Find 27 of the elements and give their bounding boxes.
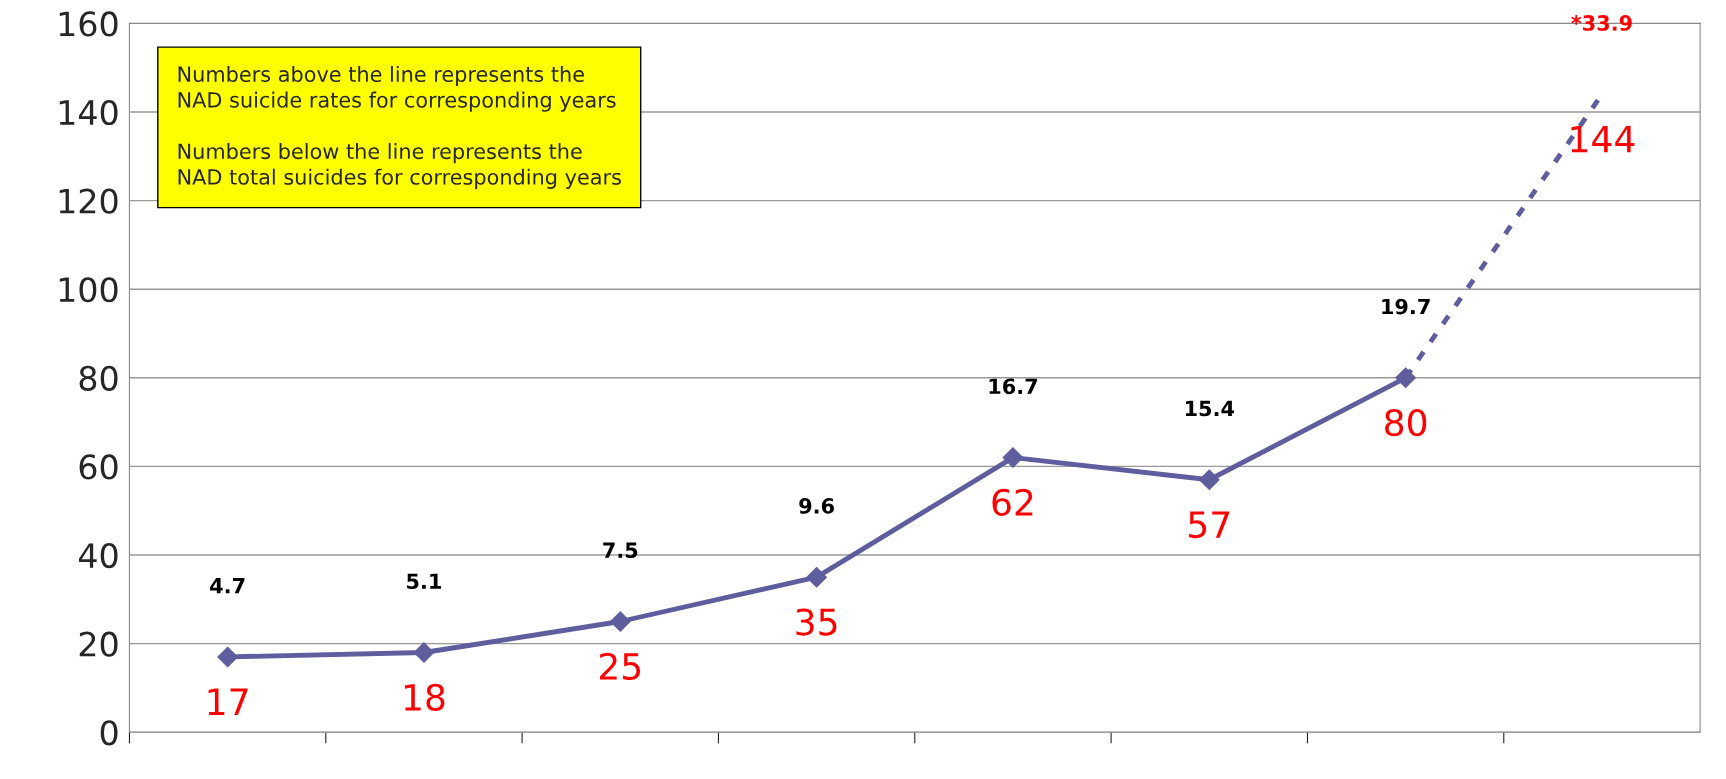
y-tick-label: 120 xyxy=(59,188,118,214)
y-tick-label: 80 xyxy=(79,365,118,391)
annotation: 16.7 xyxy=(989,378,1037,395)
annotation: Numbers below the line represents the NAD total suicides for corresponding years xyxy=(178,143,621,189)
annotation: 9.6 xyxy=(799,498,834,514)
y-tick-label: 140 xyxy=(59,99,118,126)
data-label: 18 xyxy=(404,683,445,712)
annotation: 5.1 xyxy=(407,573,441,590)
annotation: 4.7 xyxy=(210,578,245,594)
annotation: 15.4 xyxy=(1185,400,1235,417)
data-label: 25 xyxy=(599,652,641,680)
y-tick-label: 20 xyxy=(79,631,118,657)
y-tick-label: 60 xyxy=(79,454,118,480)
y-tick-label: 100 xyxy=(59,277,118,303)
y-tick-label: 40 xyxy=(78,542,118,569)
data-label: 80 xyxy=(1385,409,1427,437)
annotation: *33.9 xyxy=(1571,15,1632,31)
data-label: 17 xyxy=(208,688,248,715)
y-tick-label: 0 xyxy=(100,720,118,746)
y-tick-label: 160 xyxy=(59,11,118,37)
data-label: 144 xyxy=(1571,125,1635,153)
data-label: 57 xyxy=(1189,511,1230,539)
data-label: 62 xyxy=(992,488,1033,517)
annotation: 7.5 xyxy=(603,542,638,559)
annotation: Numbers above the line represents the NAD suicide rates for corresponding years xyxy=(178,65,616,112)
annotation: 19.7 xyxy=(1382,298,1430,315)
data-label: 35 xyxy=(796,608,837,636)
